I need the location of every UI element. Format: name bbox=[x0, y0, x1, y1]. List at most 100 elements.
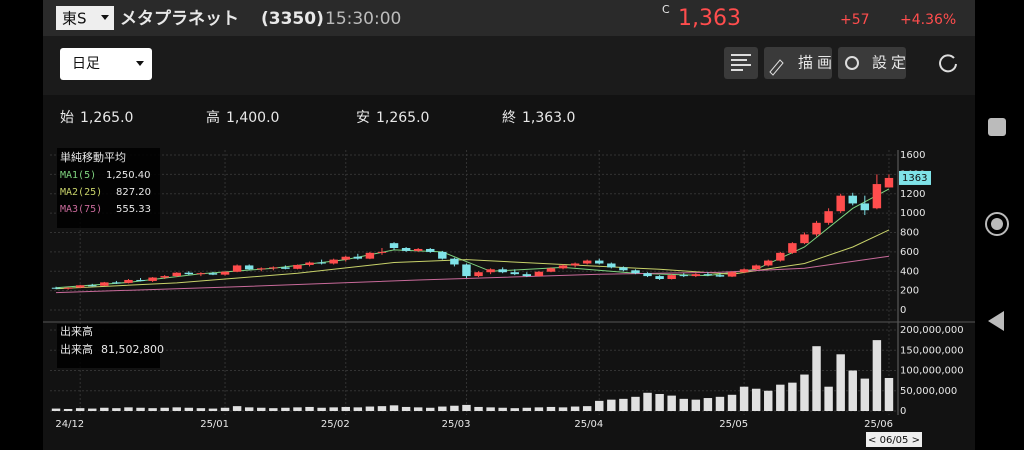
candle-body bbox=[88, 285, 97, 287]
candle-body bbox=[679, 275, 688, 277]
volume-bar bbox=[498, 407, 507, 411]
ma-legend-title: 単純移動平均 bbox=[60, 150, 126, 164]
candle-body bbox=[655, 276, 664, 279]
x-tick-label: 25/01 bbox=[200, 419, 229, 430]
period: 日足 bbox=[72, 56, 100, 72]
price-marker: 1363 bbox=[902, 173, 927, 184]
volume-bar bbox=[739, 386, 749, 411]
candle-body bbox=[558, 265, 568, 269]
settings-label: 設定 bbox=[872, 54, 910, 72]
stock-code: (3350) bbox=[261, 9, 324, 29]
ma-name: MA3(75) bbox=[60, 204, 102, 215]
candle-body bbox=[232, 265, 242, 272]
market: 東S bbox=[62, 10, 87, 28]
volume-bar bbox=[353, 407, 363, 411]
period-selector[interactable] bbox=[60, 48, 152, 80]
candle-body bbox=[244, 265, 254, 270]
candle-body bbox=[401, 248, 411, 251]
volume-bar bbox=[377, 406, 387, 411]
ma-value: 555.33 bbox=[116, 204, 151, 215]
settings-button[interactable] bbox=[838, 47, 906, 79]
volume-bar bbox=[112, 408, 121, 411]
volume-bar bbox=[365, 406, 375, 411]
candle-body bbox=[75, 285, 85, 288]
volume-bar bbox=[148, 408, 157, 411]
nav-home-dot bbox=[991, 218, 1003, 230]
volume-bar bbox=[655, 393, 664, 411]
volume-bar bbox=[884, 377, 894, 411]
volume-bar bbox=[220, 407, 230, 411]
nav-home[interactable] bbox=[985, 212, 1009, 236]
volume-bar bbox=[534, 407, 544, 411]
candle-body bbox=[764, 260, 773, 266]
volume-bar bbox=[196, 408, 206, 411]
cursor-date[interactable]: < 06/05 > bbox=[868, 435, 920, 446]
candle-body bbox=[486, 269, 495, 273]
candle-body bbox=[329, 259, 338, 264]
volume-bar bbox=[329, 407, 338, 411]
ma-legend-bg bbox=[57, 148, 160, 228]
volume-bar bbox=[63, 408, 73, 411]
volume-bar bbox=[751, 388, 761, 411]
candle-body bbox=[172, 272, 181, 277]
candle-body bbox=[595, 260, 604, 264]
volume-bar bbox=[546, 406, 556, 411]
volume-bar bbox=[257, 407, 266, 411]
volume-bar bbox=[703, 398, 713, 411]
volume-bar bbox=[812, 346, 821, 411]
y-tick-label: 400 bbox=[900, 266, 919, 277]
volume-bar bbox=[643, 392, 652, 411]
gear-icon bbox=[845, 56, 859, 70]
candle-body bbox=[691, 274, 701, 277]
candle-body bbox=[269, 267, 278, 269]
candle-body bbox=[727, 272, 737, 277]
candle-body bbox=[389, 243, 399, 248]
candle-body bbox=[667, 275, 676, 279]
list-button[interactable] bbox=[724, 47, 758, 79]
candle-body bbox=[438, 251, 447, 259]
candle-body bbox=[317, 262, 326, 264]
nav-square[interactable] bbox=[988, 118, 1006, 136]
volume-bar bbox=[595, 400, 604, 411]
volume-bar bbox=[619, 398, 628, 411]
pen-icon bbox=[769, 59, 784, 76]
price: 1,363 bbox=[678, 6, 741, 31]
x-tick-label: 25/02 bbox=[321, 419, 350, 430]
nav-back[interactable] bbox=[988, 311, 1004, 331]
candle-body bbox=[100, 282, 109, 286]
ohlc-value: 1,265.0 bbox=[80, 110, 133, 126]
volume-bar bbox=[824, 386, 833, 411]
candle-body bbox=[63, 287, 73, 289]
volume-bar bbox=[474, 406, 483, 411]
volume-bar bbox=[462, 404, 471, 411]
volume-bar bbox=[558, 407, 568, 411]
volume-bar bbox=[124, 407, 133, 411]
refresh-icon[interactable] bbox=[939, 54, 957, 73]
volume-bar bbox=[172, 407, 181, 411]
volume-bar bbox=[389, 405, 399, 411]
draw-button[interactable] bbox=[764, 47, 832, 79]
volume-bar bbox=[341, 406, 350, 411]
volume-bar bbox=[438, 406, 447, 411]
ohlc-label: 始 bbox=[60, 110, 74, 126]
stock-name: メタプラネット bbox=[120, 8, 239, 29]
candle-body bbox=[800, 234, 809, 244]
volume-bar bbox=[413, 407, 423, 411]
candle-body bbox=[474, 272, 483, 277]
x-tick-label: 25/03 bbox=[442, 419, 471, 430]
volume-bar bbox=[136, 407, 145, 411]
volume-tick-label: 0 bbox=[900, 406, 906, 417]
candle-body bbox=[341, 256, 350, 260]
volume-bar bbox=[281, 407, 290, 411]
volume-bar bbox=[232, 406, 242, 411]
candle-body bbox=[426, 248, 435, 252]
time: 15:30:00 bbox=[325, 9, 401, 29]
candle-body bbox=[462, 264, 471, 277]
price-marker-bg bbox=[899, 170, 931, 185]
volume-bar bbox=[764, 390, 773, 411]
list-icon bbox=[731, 54, 751, 71]
candle-body bbox=[812, 222, 821, 235]
volume-bar bbox=[401, 406, 411, 411]
volume-bar bbox=[184, 407, 194, 411]
